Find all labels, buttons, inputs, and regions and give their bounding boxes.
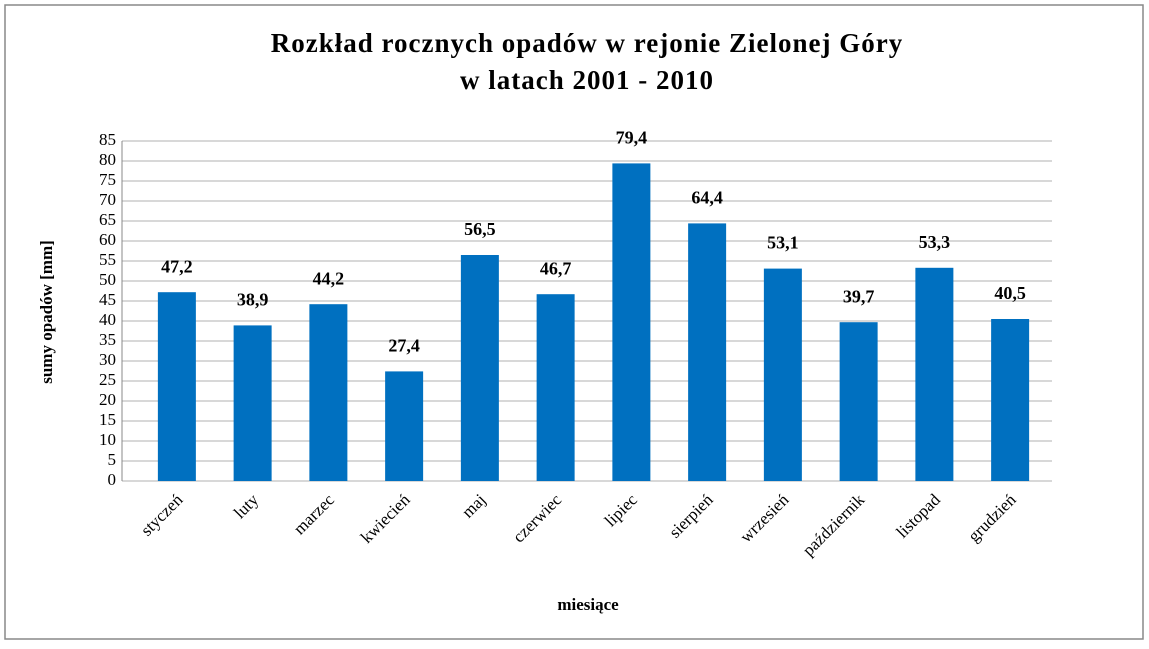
bar — [839, 322, 878, 481]
y-tick-label: 30 — [99, 350, 116, 369]
bar — [536, 294, 575, 481]
bar — [309, 304, 348, 481]
bar — [991, 319, 1030, 481]
chart-title: Rozkład rocznych opadów w rejonie Zielon… — [271, 28, 903, 58]
data-label: 53,3 — [919, 232, 951, 252]
data-label: 79,4 — [616, 128, 648, 148]
data-label: 64,4 — [691, 188, 723, 208]
y-tick-label: 5 — [108, 450, 117, 469]
data-label: 40,5 — [994, 283, 1026, 303]
y-tick-label: 75 — [99, 170, 116, 189]
data-label: 38,9 — [237, 290, 269, 310]
y-tick-label: 40 — [99, 310, 116, 329]
data-label: 47,2 — [161, 256, 193, 276]
chart-title: w latach 2001 - 2010 — [460, 65, 714, 95]
y-tick-label: 55 — [99, 250, 116, 269]
bar — [915, 267, 954, 481]
y-tick-label: 70 — [99, 190, 116, 209]
bar — [763, 268, 802, 481]
data-label: 53,1 — [767, 233, 799, 253]
y-tick-label: 45 — [99, 290, 116, 309]
data-label: 27,4 — [388, 336, 420, 356]
bar — [688, 223, 727, 481]
y-tick-label: 80 — [99, 150, 116, 169]
y-axis-label: sumy opadów [mm] — [37, 240, 56, 384]
y-tick-label: 85 — [99, 130, 116, 149]
y-tick-label: 60 — [99, 230, 116, 249]
y-tick-label: 10 — [99, 430, 116, 449]
data-label: 56,5 — [464, 219, 496, 239]
x-axis-label: miesiące — [557, 595, 619, 614]
y-tick-label: 15 — [99, 410, 116, 429]
y-tick-label: 35 — [99, 330, 116, 349]
bar — [157, 292, 196, 481]
bar — [612, 163, 651, 481]
bar — [233, 325, 272, 481]
data-label: 44,2 — [313, 268, 345, 288]
y-tick-label: 25 — [99, 370, 116, 389]
y-tick-label: 65 — [99, 210, 116, 229]
data-label: 46,7 — [540, 258, 572, 278]
y-tick-label: 20 — [99, 390, 116, 409]
bar — [385, 371, 424, 481]
y-tick-label: 50 — [99, 270, 116, 289]
y-tick-label: 0 — [108, 470, 117, 489]
data-label: 39,7 — [843, 286, 875, 306]
bar — [460, 255, 499, 481]
